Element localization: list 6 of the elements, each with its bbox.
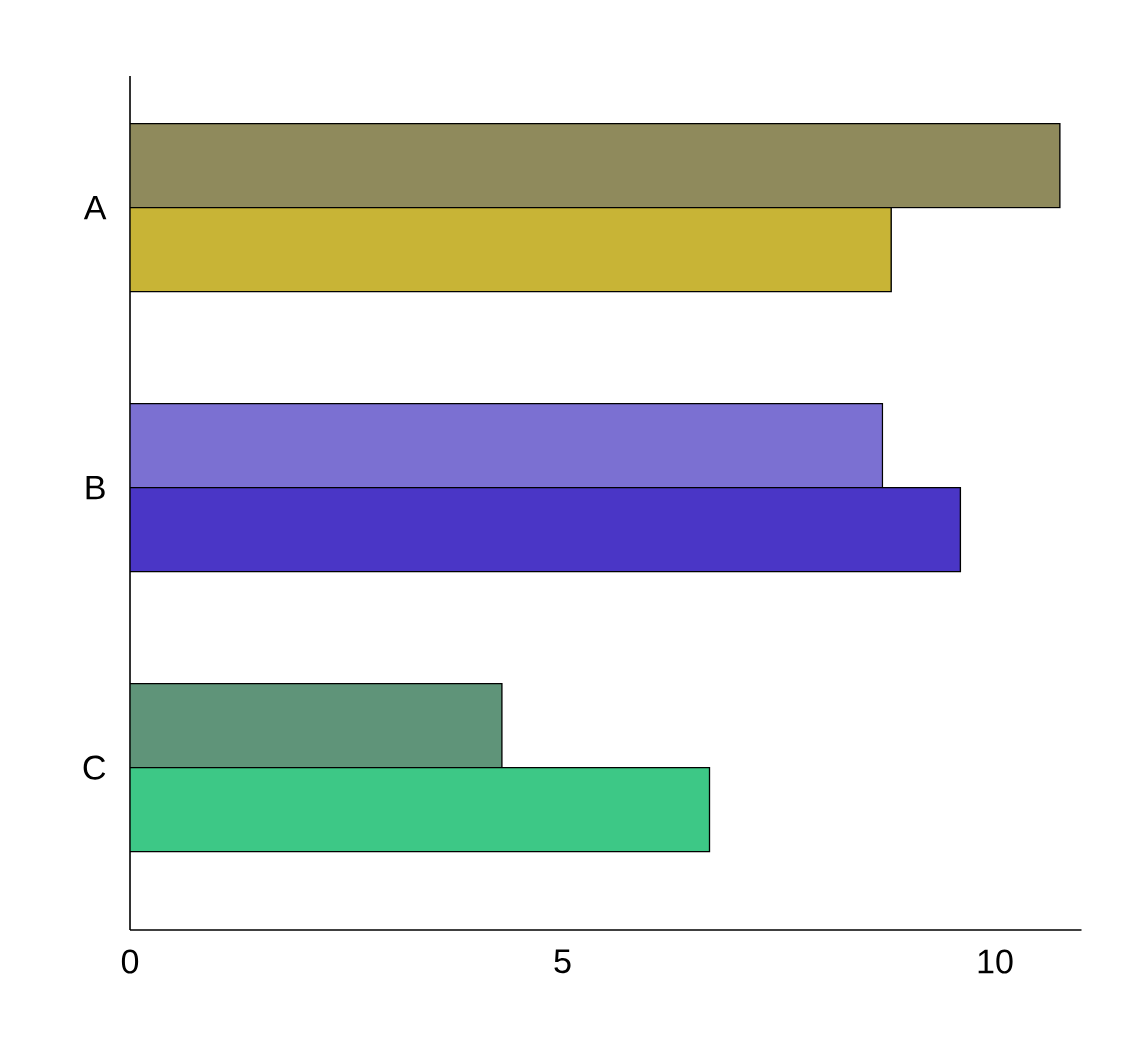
x-tick-label: 0: [121, 949, 139, 974]
y-tick-label: B: [86, 475, 105, 500]
y-tick-label: A: [83, 195, 107, 220]
y-tick-label: C: [83, 755, 106, 780]
x-tick-label: 10: [978, 949, 1013, 974]
x-tick-label: 5: [554, 949, 571, 974]
